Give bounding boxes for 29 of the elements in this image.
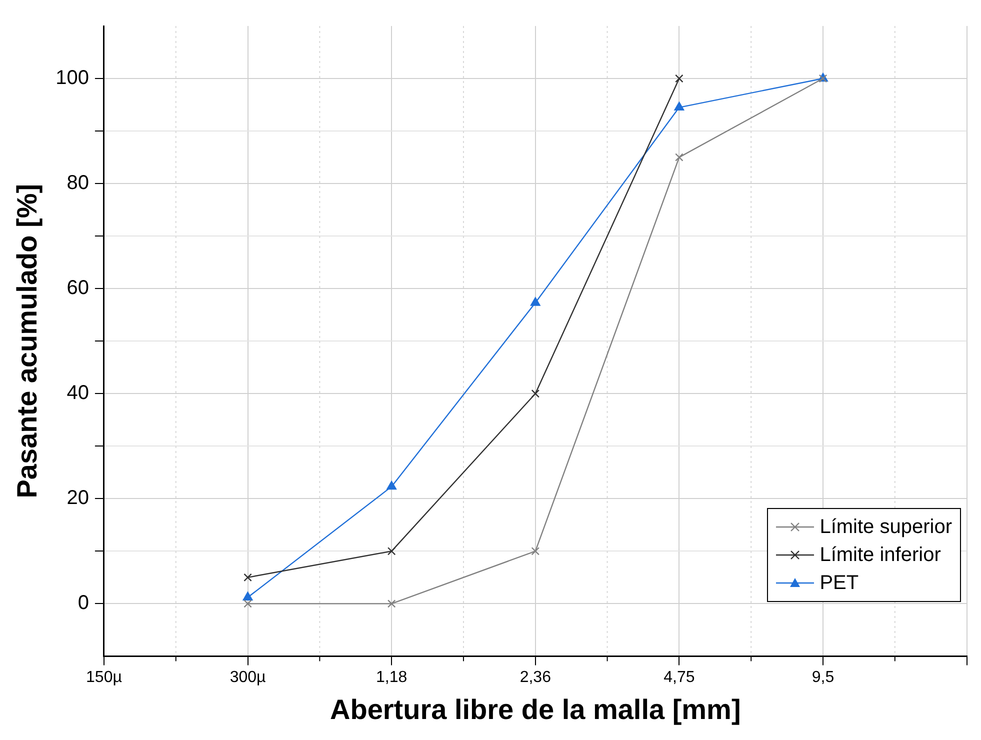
- point: [674, 102, 684, 110]
- x-tick-label: 150µ: [86, 669, 122, 686]
- x-tick-label: 2,36: [520, 669, 552, 686]
- point: [386, 480, 397, 490]
- point: [244, 573, 252, 582]
- x-tick-label: 9,5: [812, 669, 834, 686]
- x-tick-label: 300µ: [230, 669, 266, 686]
- y-tick-label: 0: [78, 592, 89, 614]
- x-tick-label: 1,18: [376, 669, 408, 686]
- point: [531, 547, 540, 556]
- y-tick-label: 40: [66, 382, 89, 404]
- x-tick-label: 4,75: [664, 669, 695, 686]
- y-axis-title: Pasante acumulado [%]: [12, 184, 43, 498]
- y-tick-label: 80: [66, 172, 89, 194]
- y-tick-label: 100: [56, 67, 89, 90]
- y-tick-label: 60: [66, 277, 89, 300]
- point: [675, 153, 684, 162]
- point: [387, 600, 396, 608]
- legend-label: PET: [820, 571, 859, 596]
- point: [530, 297, 540, 306]
- point: [531, 389, 540, 398]
- legend-label: Límite inferior: [820, 543, 941, 568]
- point: [244, 600, 252, 608]
- x-axis-title: Abertura libre de la malla [mm]: [330, 694, 741, 725]
- point: [387, 547, 396, 556]
- y-tick-label: 20: [66, 487, 89, 510]
- point: [675, 74, 684, 83]
- legend-label: Límite superior: [820, 515, 952, 540]
- point: [242, 592, 253, 600]
